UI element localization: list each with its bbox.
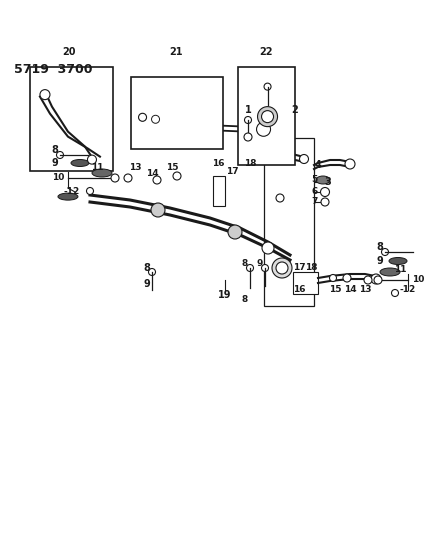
Text: 9: 9 <box>52 158 58 168</box>
Text: 14: 14 <box>146 168 158 177</box>
Circle shape <box>228 225 242 239</box>
Text: 2: 2 <box>291 105 298 115</box>
Circle shape <box>392 289 398 296</box>
Text: 19: 19 <box>218 290 232 300</box>
Circle shape <box>151 203 165 217</box>
Circle shape <box>124 174 132 182</box>
Ellipse shape <box>58 193 78 200</box>
Circle shape <box>87 155 96 164</box>
Circle shape <box>276 262 288 274</box>
Text: 16: 16 <box>293 286 306 295</box>
Text: 18: 18 <box>244 158 256 167</box>
Circle shape <box>330 274 336 281</box>
Circle shape <box>381 248 389 255</box>
Bar <box>131 77 223 149</box>
Text: 14: 14 <box>344 286 357 295</box>
Circle shape <box>149 269 155 276</box>
Text: 3: 3 <box>324 177 331 187</box>
Text: 18: 18 <box>305 263 318 272</box>
Circle shape <box>264 83 271 90</box>
Text: 8: 8 <box>242 259 248 268</box>
Circle shape <box>300 155 309 164</box>
Circle shape <box>371 274 381 284</box>
Circle shape <box>262 264 268 271</box>
Bar <box>238 67 295 165</box>
Circle shape <box>111 174 119 182</box>
Text: 8: 8 <box>51 145 59 155</box>
Text: 15: 15 <box>329 286 341 295</box>
Text: 5719  3700: 5719 3700 <box>14 63 92 76</box>
Circle shape <box>321 188 330 197</box>
Text: 13: 13 <box>129 164 141 173</box>
Text: 5: 5 <box>312 175 318 184</box>
Text: 17: 17 <box>293 263 306 272</box>
Circle shape <box>139 114 146 121</box>
Text: 10: 10 <box>52 174 64 182</box>
Bar <box>30 67 113 171</box>
Text: 22: 22 <box>259 47 273 57</box>
Text: 10: 10 <box>412 276 424 285</box>
Circle shape <box>262 111 273 123</box>
Ellipse shape <box>71 159 89 166</box>
Text: 9: 9 <box>257 259 263 268</box>
Text: 8: 8 <box>143 263 150 273</box>
Text: 9: 9 <box>377 256 383 266</box>
Text: 4: 4 <box>315 160 321 170</box>
Ellipse shape <box>389 257 407 264</box>
Circle shape <box>272 258 292 278</box>
Circle shape <box>343 274 351 282</box>
Circle shape <box>364 276 372 284</box>
Circle shape <box>56 151 63 158</box>
Circle shape <box>374 276 382 284</box>
Text: 7: 7 <box>312 198 318 206</box>
Text: 11: 11 <box>91 164 103 173</box>
Ellipse shape <box>380 268 400 276</box>
Text: 16: 16 <box>212 158 224 167</box>
Text: 20: 20 <box>62 47 76 57</box>
Text: -12: -12 <box>64 187 80 196</box>
Circle shape <box>256 122 270 136</box>
Circle shape <box>40 90 50 100</box>
Text: 15: 15 <box>166 164 178 173</box>
Circle shape <box>173 172 181 180</box>
Circle shape <box>262 242 274 254</box>
Circle shape <box>276 194 284 202</box>
Circle shape <box>258 107 277 127</box>
Ellipse shape <box>152 115 160 123</box>
Circle shape <box>153 176 161 184</box>
Text: 9: 9 <box>144 279 150 289</box>
Bar <box>213 176 225 206</box>
Text: 6: 6 <box>312 188 318 197</box>
Ellipse shape <box>92 169 112 177</box>
Circle shape <box>244 133 252 141</box>
Text: 21: 21 <box>169 47 183 57</box>
Circle shape <box>345 159 355 169</box>
Ellipse shape <box>316 176 330 184</box>
Text: 8: 8 <box>242 295 248 304</box>
Circle shape <box>139 114 146 122</box>
Text: 13: 13 <box>359 286 371 295</box>
Circle shape <box>244 117 252 124</box>
Circle shape <box>247 264 253 271</box>
Text: 1: 1 <box>245 105 251 115</box>
Text: -12: -12 <box>400 286 416 295</box>
Bar <box>293 272 318 294</box>
Text: 11: 11 <box>394 265 406 274</box>
Circle shape <box>86 188 93 195</box>
Text: 17: 17 <box>226 167 238 176</box>
Text: 8: 8 <box>377 242 383 252</box>
Circle shape <box>321 198 329 206</box>
Bar <box>264 138 314 306</box>
